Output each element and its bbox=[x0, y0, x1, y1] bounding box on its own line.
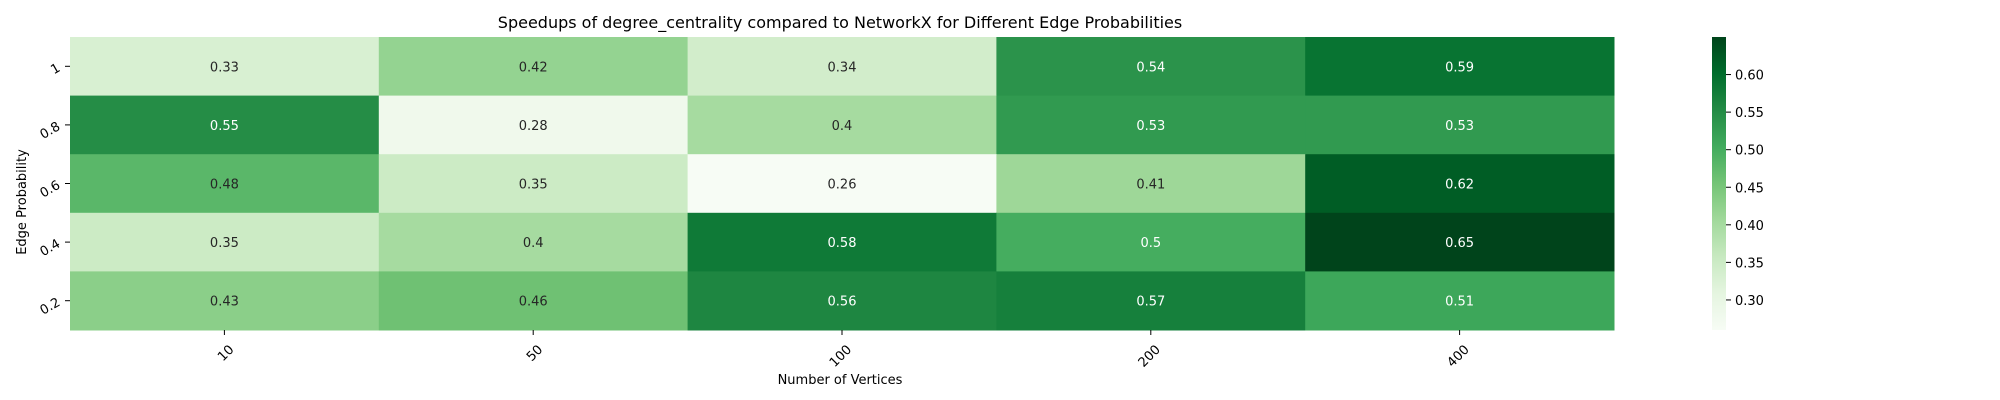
cell-value-label: 0.28 bbox=[519, 119, 548, 134]
y-tick-label: 0.8 bbox=[38, 119, 63, 142]
heatmap-cell bbox=[70, 154, 380, 214]
heatmap-cell bbox=[70, 95, 380, 155]
heatmap-cell bbox=[70, 271, 380, 331]
colorbar bbox=[1712, 37, 1726, 330]
heatmap-cell bbox=[378, 95, 689, 155]
heatmap-cell bbox=[70, 37, 380, 97]
heatmap-cell bbox=[70, 212, 380, 272]
heatmap-cell bbox=[1305, 37, 1615, 97]
heatmap-cell bbox=[996, 154, 1306, 214]
cell-value-label: 0.48 bbox=[210, 178, 239, 193]
cell-value-label: 0.34 bbox=[828, 60, 857, 75]
heatmap-cell bbox=[1305, 212, 1615, 272]
heatmap-cell bbox=[687, 271, 997, 331]
cell-value-label: 0.35 bbox=[210, 236, 239, 251]
cell-value-label: 0.62 bbox=[1445, 178, 1474, 193]
heatmap-cell bbox=[1305, 154, 1615, 214]
cell-value-label: 0.4 bbox=[523, 236, 544, 251]
heatmap-cell bbox=[378, 154, 689, 214]
cell-value-label: 0.65 bbox=[1445, 236, 1474, 251]
cell-value-label: 0.58 bbox=[828, 236, 857, 251]
heatmap-cell bbox=[1305, 271, 1615, 331]
heatmap-cell bbox=[687, 37, 997, 97]
colorbar-tick-label: 0.60 bbox=[1735, 69, 1764, 84]
cell-value-label: 0.53 bbox=[1136, 119, 1165, 134]
heatmap-cell bbox=[687, 212, 997, 272]
heatmap-cell bbox=[996, 95, 1306, 155]
colorbar-tick-label: 0.35 bbox=[1735, 256, 1764, 271]
x-tick-label: 50 bbox=[524, 342, 546, 364]
chart-title: Speedups of degree_centrality compared t… bbox=[498, 13, 1182, 33]
y-tick-label: 0.6 bbox=[38, 178, 63, 201]
colorbar-tick-label: 0.45 bbox=[1735, 181, 1764, 196]
cell-value-label: 0.46 bbox=[519, 295, 548, 310]
y-axis-ticks: 1 0.8 0.6 0.4 0.2 bbox=[38, 61, 70, 319]
x-tick-label: 10 bbox=[215, 342, 237, 364]
cell-value-label: 0.53 bbox=[1445, 119, 1474, 134]
cell-value-label: 0.54 bbox=[1136, 60, 1165, 75]
x-tick-label: 400 bbox=[1444, 342, 1472, 370]
cell-value-label: 0.43 bbox=[210, 295, 239, 310]
x-tick-label: 200 bbox=[1136, 342, 1164, 370]
heatmap-cell bbox=[378, 212, 689, 272]
cell-value-label: 0.4 bbox=[832, 119, 853, 134]
heatmap-cell bbox=[996, 37, 1306, 97]
colorbar-ticks: 0.30 0.35 0.40 0.45 0.50 0.55 0.60 bbox=[1726, 69, 1764, 309]
colorbar-tick-label: 0.55 bbox=[1735, 106, 1764, 121]
cell-value-label: 0.55 bbox=[210, 119, 239, 134]
cell-value-label: 0.51 bbox=[1445, 295, 1474, 310]
heatmap-cells: 0.33 0.42 0.34 0.54 0.59 0.55 0.28 0.4 0.53 0.53 0… bbox=[70, 37, 1615, 331]
cell-value-label: 0.59 bbox=[1445, 60, 1474, 75]
y-tick-label: 0.4 bbox=[38, 237, 63, 260]
x-tick-label: 100 bbox=[827, 342, 855, 370]
colorbar-tick-label: 0.40 bbox=[1735, 219, 1764, 234]
x-axis-ticks: 10 50 100 200 400 bbox=[215, 330, 1473, 371]
cell-value-label: 0.35 bbox=[519, 178, 548, 193]
cell-value-label: 0.26 bbox=[828, 178, 857, 193]
cell-value-label: 0.57 bbox=[1136, 295, 1165, 310]
cell-value-label: 0.56 bbox=[828, 295, 857, 310]
cell-value-label: 0.42 bbox=[519, 60, 548, 75]
colorbar-tick-label: 0.30 bbox=[1735, 294, 1764, 309]
cell-value-label: 0.33 bbox=[210, 60, 239, 75]
heatmap-cell bbox=[1305, 95, 1615, 155]
y-axis-label: Edge Probability bbox=[15, 149, 30, 255]
colorbar-tick-label: 0.50 bbox=[1735, 144, 1764, 159]
heatmap-cell bbox=[687, 95, 997, 155]
cell-value-label: 0.41 bbox=[1136, 178, 1165, 193]
heatmap-cell bbox=[378, 271, 689, 331]
cell-value-label: 0.5 bbox=[1140, 236, 1161, 251]
x-axis-label: Number of Vertices bbox=[778, 373, 903, 388]
heatmap-cell bbox=[687, 154, 997, 214]
y-tick-label: 0.2 bbox=[38, 295, 63, 318]
heatmap-cell bbox=[996, 271, 1306, 331]
y-tick-label: 1 bbox=[48, 61, 63, 78]
heatmap-cell bbox=[996, 212, 1306, 272]
heatmap-cell bbox=[378, 37, 689, 97]
